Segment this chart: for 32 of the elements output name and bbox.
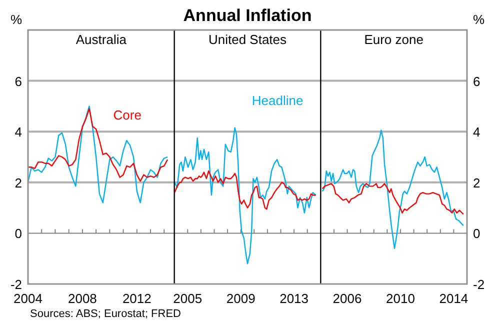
chart-subtitle: United States <box>208 32 288 47</box>
line-series <box>27 108 168 182</box>
chart-title: Annual Inflation <box>183 6 312 25</box>
x-tick-label: 2008 <box>68 291 97 306</box>
x-tick-label: 2006 <box>332 291 362 306</box>
series-label: Core <box>113 108 142 123</box>
source-note: Sources: ABS; Eurostat; FRED <box>30 308 182 320</box>
x-tick-label: 2012 <box>122 291 152 306</box>
y-tick-label: 2 <box>14 175 22 190</box>
x-tick-label: 2014 <box>439 291 468 306</box>
x-tick-label: 2005 <box>173 291 202 306</box>
y-tick-label: 0 <box>473 226 480 242</box>
y-tick-label: 6 <box>14 74 22 89</box>
x-tick-label: 2009 <box>226 291 256 306</box>
chart-subtitle: Australia <box>76 32 128 47</box>
line-series <box>27 106 168 204</box>
y-tick-label: 2 <box>473 175 480 190</box>
y-tick-label: -2 <box>473 277 485 292</box>
y-tick-label: 0 <box>14 226 22 242</box>
y-tick-label: 4 <box>473 124 480 140</box>
x-tick-label: 2004 <box>14 291 42 306</box>
x-tick-label: 2010 <box>386 291 415 306</box>
y-tick-label: 4 <box>14 124 22 140</box>
line-series <box>322 130 464 250</box>
line-series <box>322 183 464 215</box>
y-axis-title: % <box>10 12 22 27</box>
y-tick-label: -2 <box>10 277 22 292</box>
y-axis-title: % <box>473 12 485 27</box>
text: Headline <box>252 92 304 108</box>
chart-subtitle: Euro zone <box>364 32 424 47</box>
x-tick-label: 2013 <box>280 291 309 306</box>
y-tick-label: 6 <box>473 74 480 89</box>
